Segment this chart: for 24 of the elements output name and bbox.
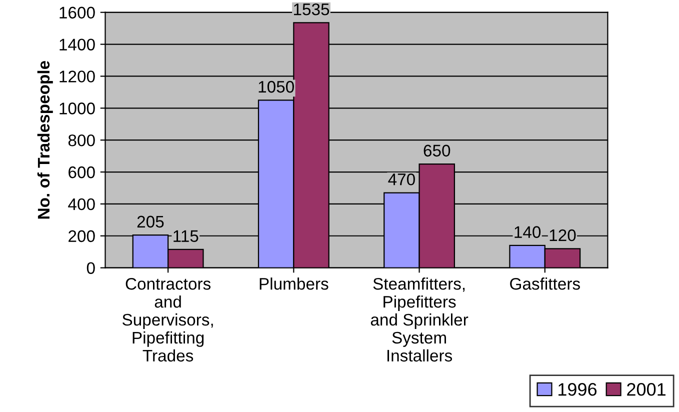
x-tick-label: Gasfitters: [510, 278, 580, 290]
y-tick-label: 1600: [60, 6, 95, 19]
data-label: 205: [137, 216, 164, 228]
legend-label: 2001: [627, 383, 666, 396]
data-label: 120: [550, 229, 576, 242]
x-tick-label: Plumbers: [260, 278, 328, 290]
y-tick-label: 1200: [60, 70, 95, 82]
data-label: 1535: [294, 3, 330, 16]
y-tick-label: 1400: [60, 38, 95, 50]
data-label: 115: [174, 230, 198, 242]
data-label: 1050: [258, 80, 294, 93]
y-axis-title: No. of Tradespeople: [37, 61, 53, 219]
y-tick-label: 1000: [60, 102, 95, 114]
y-tick-label: 200: [68, 230, 95, 242]
y-tick-label: 800: [68, 134, 95, 146]
data-label: 470: [388, 174, 415, 186]
x-tick-label: Steamfitters, Pipefitters and Sprinkler System Installers: [370, 278, 468, 362]
y-tick-label: 400: [68, 198, 95, 210]
x-tick-label: Contractors and Supervisors, Pipefitting Trades: [122, 278, 213, 362]
data-label: 650: [424, 144, 450, 157]
data-label: 140: [514, 226, 541, 238]
y-tick-label: 0: [86, 262, 95, 274]
y-tick-label: 600: [68, 166, 95, 178]
legend-label: 1996: [558, 383, 597, 396]
